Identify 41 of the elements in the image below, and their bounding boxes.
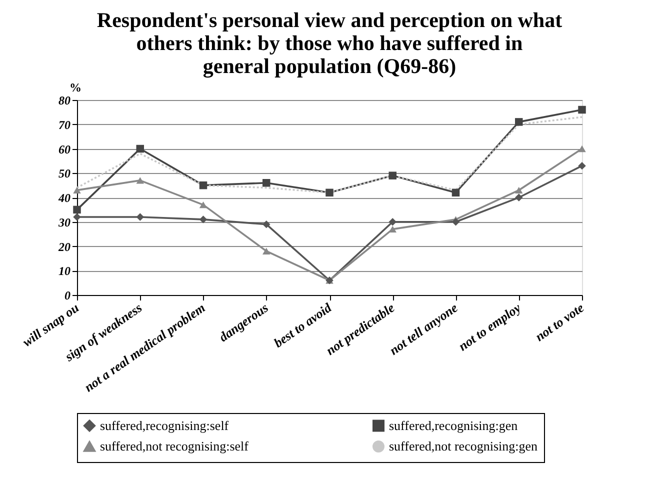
point (136, 144, 144, 153)
text: general population (Q69-86) (202, 54, 456, 78)
point (262, 179, 270, 187)
y-tick-label: 20 (58, 240, 70, 254)
y-tick-label: 50 (58, 166, 70, 181)
legend-label: suffered,not recognising:self (100, 438, 250, 454)
legend-label: suffered,recognising:self (100, 418, 230, 433)
point (136, 177, 144, 184)
point (452, 218, 460, 226)
y-tick-label: 30 (58, 215, 70, 230)
x-tick-label: not to vote (532, 300, 587, 344)
y-tick-label: 40 (58, 191, 70, 205)
point (452, 188, 460, 196)
y-axis-title: % (70, 80, 82, 94)
y-tick-label: 10 (58, 264, 70, 278)
legend-label: suffered,not recognising:gen (389, 438, 538, 454)
point (73, 206, 81, 214)
point (136, 213, 144, 221)
point (515, 194, 523, 202)
point (578, 162, 586, 170)
y-tick-label: 80 (58, 94, 70, 108)
point (515, 118, 523, 126)
point (515, 186, 523, 194)
point (73, 213, 81, 221)
y-tick-label: 60 (58, 142, 70, 156)
point (326, 188, 334, 196)
point (199, 201, 208, 208)
point (199, 216, 208, 224)
point (262, 220, 270, 228)
point (262, 248, 270, 254)
text: others think: by those who have suffered in (136, 31, 523, 55)
y-tick-label: 0 (64, 288, 70, 302)
point (388, 218, 396, 226)
legend-label: suffered,recognising:gen (389, 418, 518, 433)
y-tick-label: 70 (58, 118, 70, 132)
point (578, 106, 586, 114)
point (578, 145, 586, 152)
point (73, 186, 81, 194)
point (388, 172, 396, 180)
point (199, 181, 208, 190)
text: Respondent's personal view and perception on what (96, 8, 562, 32)
